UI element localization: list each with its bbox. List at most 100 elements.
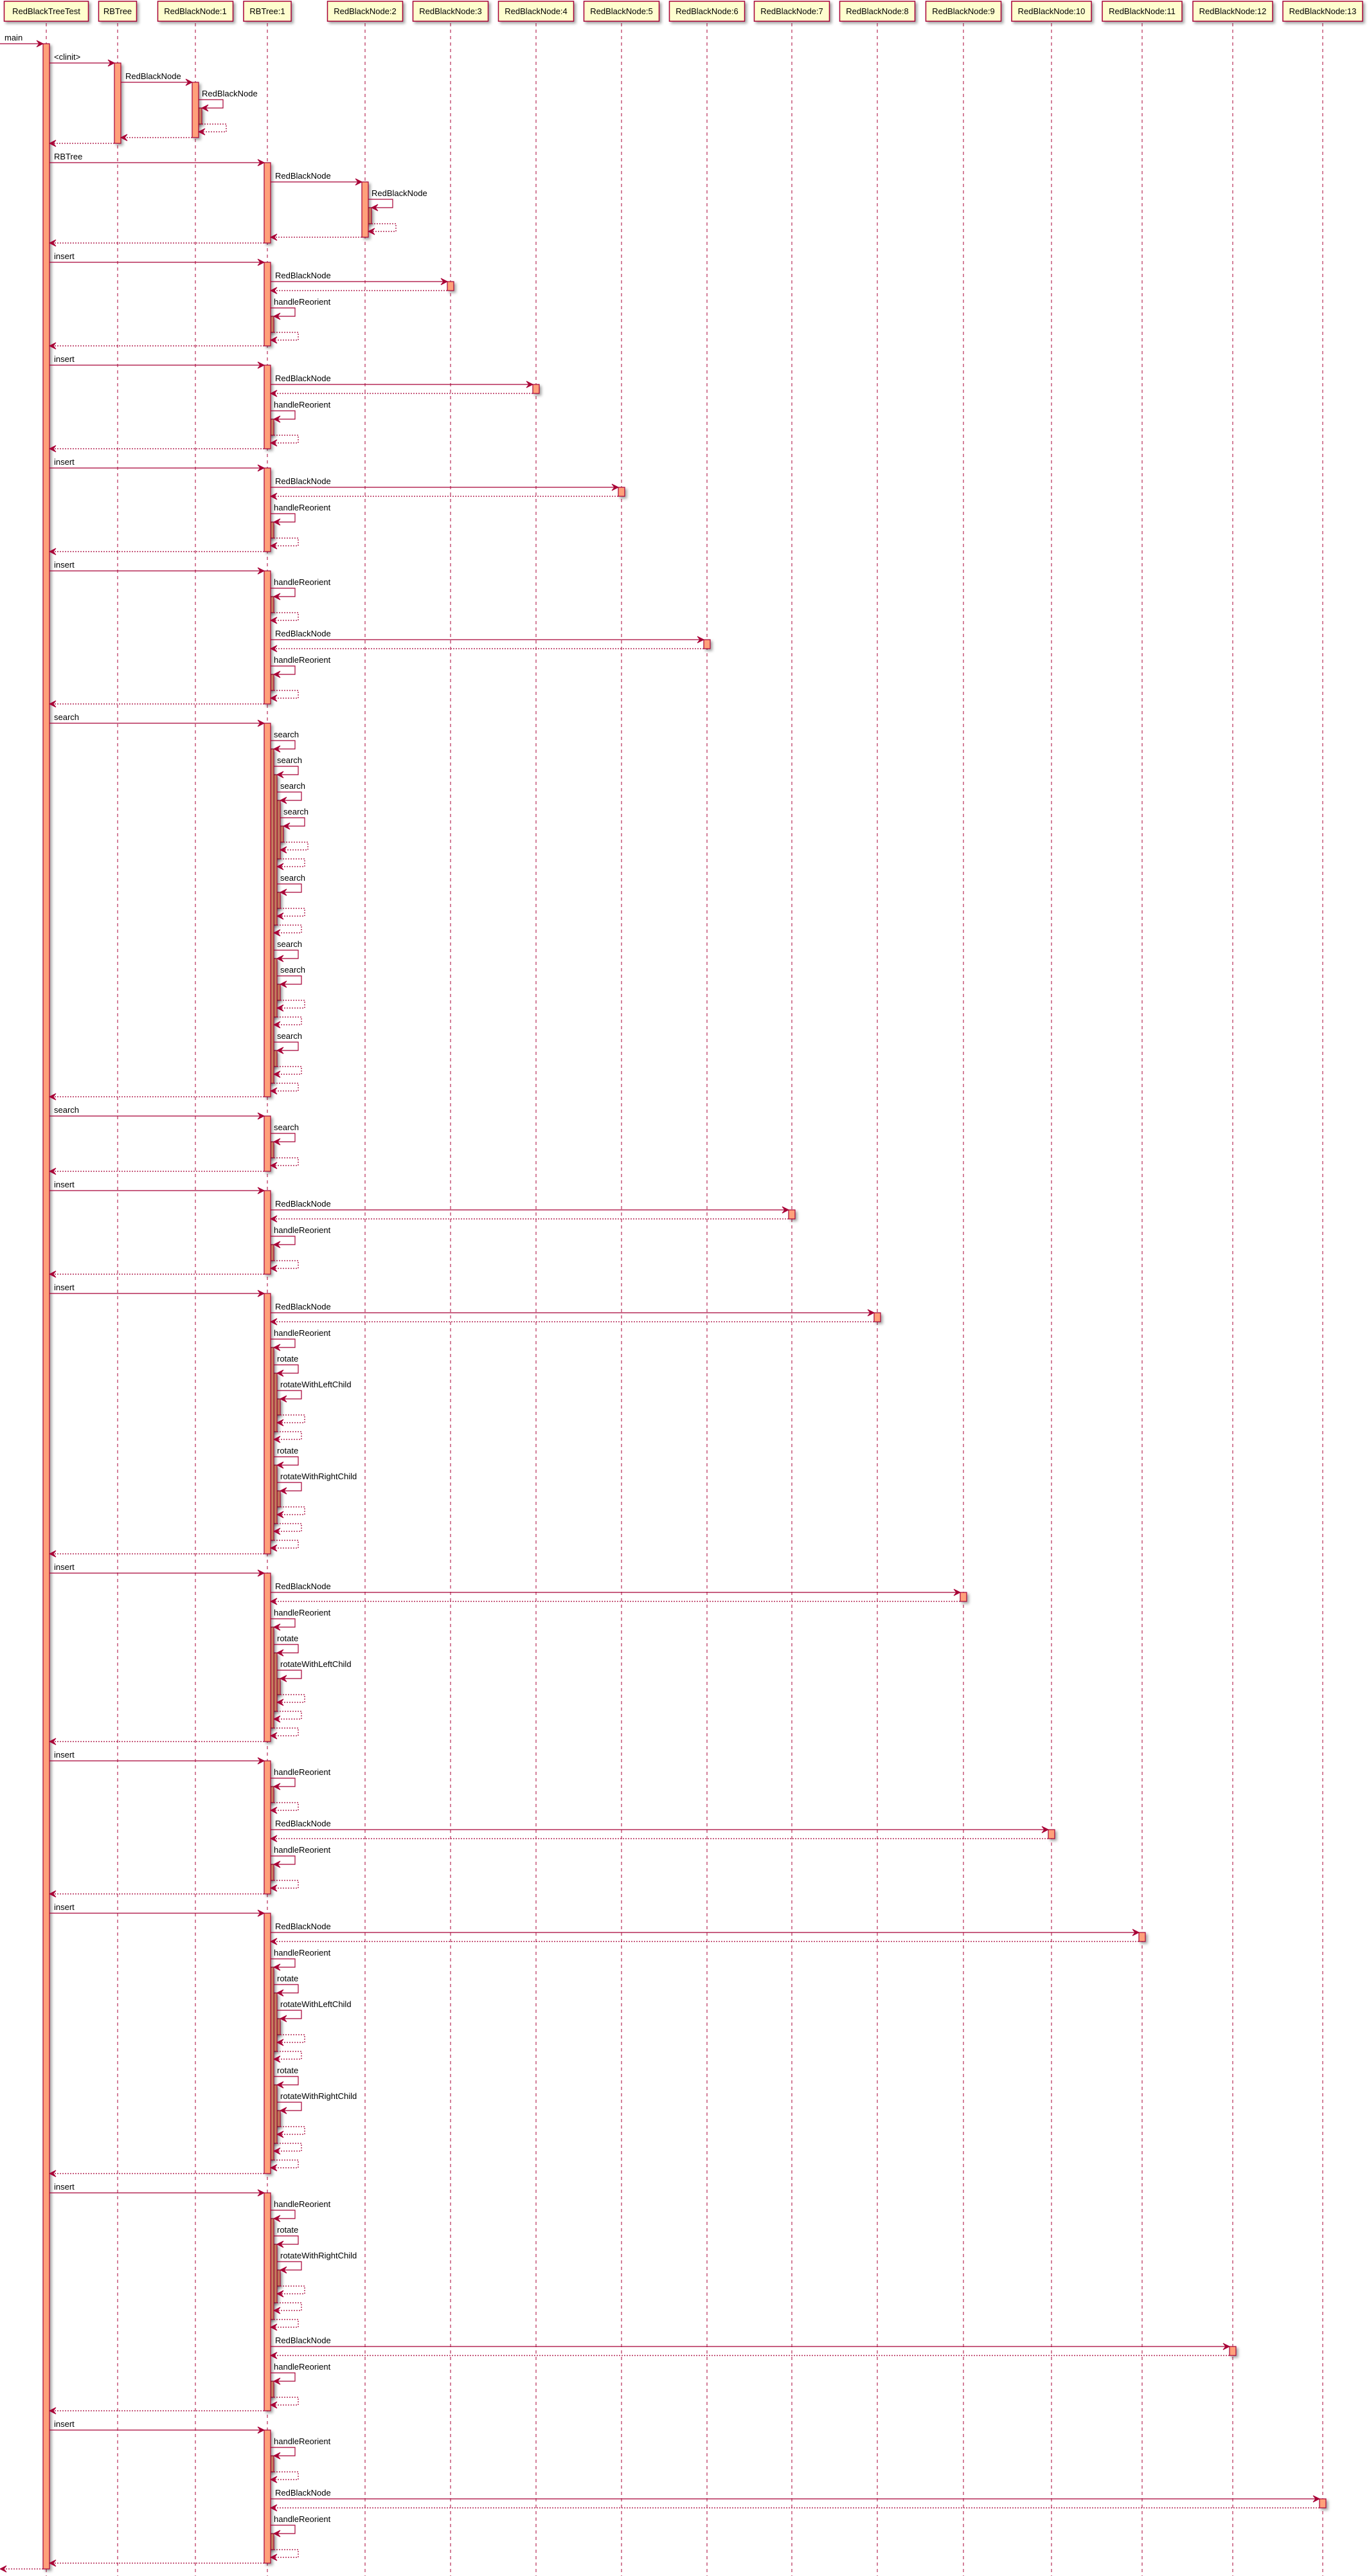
arrowhead-icon: [201, 104, 209, 112]
self-return-line: [277, 2285, 305, 2294]
message-insert: insert: [49, 1283, 265, 1297]
message-handlereorient: handleReorient: [271, 1948, 331, 1971]
message-label: search: [280, 873, 305, 883]
arrowhead-icon: [273, 2147, 281, 2155]
arrowhead-icon: [273, 2055, 281, 2063]
message-rotatewithleftchild: rotateWithLeftChild: [277, 1659, 352, 1682]
return-message: [269, 2159, 299, 2172]
arrowhead-icon: [1041, 1826, 1050, 1833]
arrowhead-icon: [276, 2130, 284, 2138]
return-message: [269, 390, 533, 397]
message-insert: insert: [49, 1180, 265, 1194]
message-label: handleReorient: [274, 1948, 331, 1958]
arrowhead-icon: [279, 980, 287, 988]
return-message: [269, 1157, 299, 1169]
message-label: rotate: [277, 1446, 298, 1455]
participant-redblacknode-10: RedBlackNode:10: [1011, 1, 1092, 22]
message-redblacknode: RedBlackNode: [368, 188, 427, 212]
participant-redblacknode-12: RedBlackNode:12: [1192, 1, 1273, 22]
arrowhead-icon: [276, 912, 284, 920]
message-label: RedBlackNode: [275, 1922, 331, 1931]
message-handlereorient: handleReorient: [271, 297, 331, 320]
message-handlereorient: handleReorient: [271, 503, 331, 526]
return-message: [48, 1270, 264, 1278]
participant-box: [243, 1, 292, 22]
message-rotate: rotate: [274, 1634, 299, 1657]
message-handlereorient: handleReorient: [271, 1225, 331, 1248]
arrowhead-icon: [273, 1070, 281, 1078]
return-message: [273, 2051, 302, 2063]
message-label: search: [277, 939, 302, 949]
message-rotate: rotate: [274, 1446, 299, 1469]
self-return-line: [277, 1506, 305, 1515]
return-message: [48, 342, 264, 350]
activation-bar: [264, 723, 271, 1097]
self-call-line: [274, 1644, 299, 1653]
message-label: insert: [54, 1902, 75, 1912]
message-label: insert: [54, 1283, 75, 1292]
self-return-line: [271, 435, 299, 444]
arrowhead-icon: [257, 1569, 265, 1577]
self-return-line: [271, 2319, 299, 2328]
activation-bar: [264, 262, 271, 347]
arrowhead-icon: [276, 2081, 284, 2089]
arrowhead-icon: [269, 1162, 278, 1169]
message-label: handleReorient: [274, 2436, 331, 2446]
message-redblacknode: RedBlackNode: [271, 476, 620, 491]
activation-bar: [960, 1592, 967, 1602]
arrowhead-icon: [276, 955, 284, 962]
self-return-line: [274, 1016, 302, 1025]
message-label: RedBlackNode: [275, 171, 331, 181]
message-label: handleReorient: [274, 2362, 331, 2372]
return-message: [276, 2285, 305, 2298]
arrowhead-icon: [257, 1757, 265, 1765]
arrowhead-icon: [276, 1511, 284, 1518]
activation-bar: [788, 1209, 796, 1220]
message-label: RedBlackNode: [202, 89, 258, 98]
arrowhead-icon: [257, 1909, 265, 1917]
message-label: rotate: [277, 1354, 298, 1364]
arrowhead-icon: [269, 2553, 278, 2561]
activation-bar: [1319, 2498, 1327, 2508]
self-call-line: [271, 1236, 296, 1245]
self-return-line: [274, 1066, 302, 1075]
arrowhead-icon: [276, 1369, 284, 1377]
return-message: [276, 1000, 305, 1012]
return-message: [269, 2549, 299, 2561]
message-label: RedBlackNode: [275, 476, 331, 486]
activation-bar: [264, 570, 271, 705]
participant-redblacknode-4: RedBlackNode:4: [497, 1, 575, 22]
message-label: RedBlackNode: [275, 1199, 331, 1209]
arrowhead-icon: [279, 2107, 287, 2114]
message-label: main: [4, 33, 22, 42]
arrowhead-icon: [273, 671, 281, 678]
message-insert: insert: [49, 2182, 265, 2197]
return-message: [273, 2302, 302, 2314]
message-label: handleReorient: [274, 655, 331, 665]
self-return-line: [274, 1523, 302, 1532]
participant-box: [1282, 1, 1363, 22]
message-insert: insert: [49, 354, 265, 369]
message-rotatewithleftchild: rotateWithLeftChild: [277, 1380, 352, 1403]
participant-redblacknode-11: RedBlackNode:11: [1102, 1, 1183, 22]
return-message: [48, 445, 264, 453]
self-return-line: [277, 2126, 305, 2135]
participant-box: [412, 1, 489, 22]
arrowhead-icon: [197, 128, 206, 136]
arrowhead-icon: [276, 2240, 284, 2248]
message-label: rotate: [277, 2066, 298, 2075]
return-message: [269, 1215, 789, 1223]
message-label: insert: [54, 560, 75, 570]
arrowhead-icon: [257, 361, 265, 369]
arrowhead-icon: [276, 863, 284, 870]
message-label: handleReorient: [274, 1328, 331, 1338]
arrowhead-icon: [185, 78, 193, 86]
arrowhead-icon: [782, 1206, 790, 1214]
message-redblacknode: RedBlackNode: [271, 1302, 875, 1317]
arrowhead-icon: [697, 636, 705, 644]
arrowhead-icon: [273, 593, 281, 600]
self-return-line: [199, 123, 227, 132]
message-label: RedBlackNode: [275, 1302, 331, 1311]
arrowhead-icon: [48, 548, 57, 555]
arrowhead-icon: [48, 2170, 57, 2177]
